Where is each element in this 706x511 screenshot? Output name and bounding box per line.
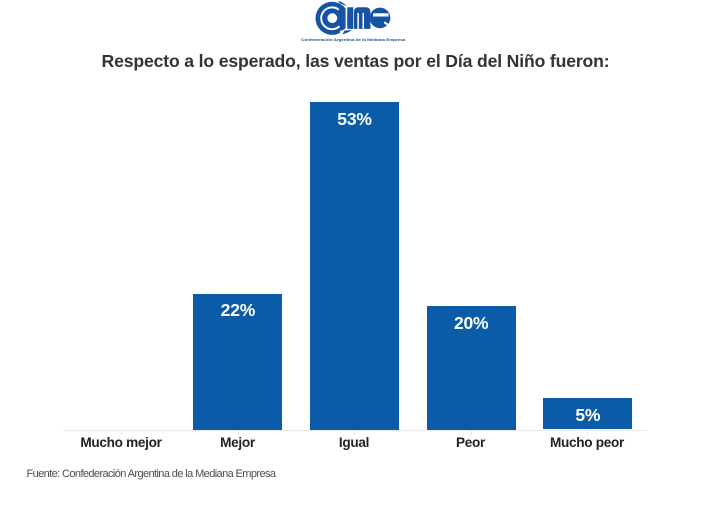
svg-text:Confederación Argentina de la: Confederación Argentina de la Mediana Em… <box>301 38 406 42</box>
